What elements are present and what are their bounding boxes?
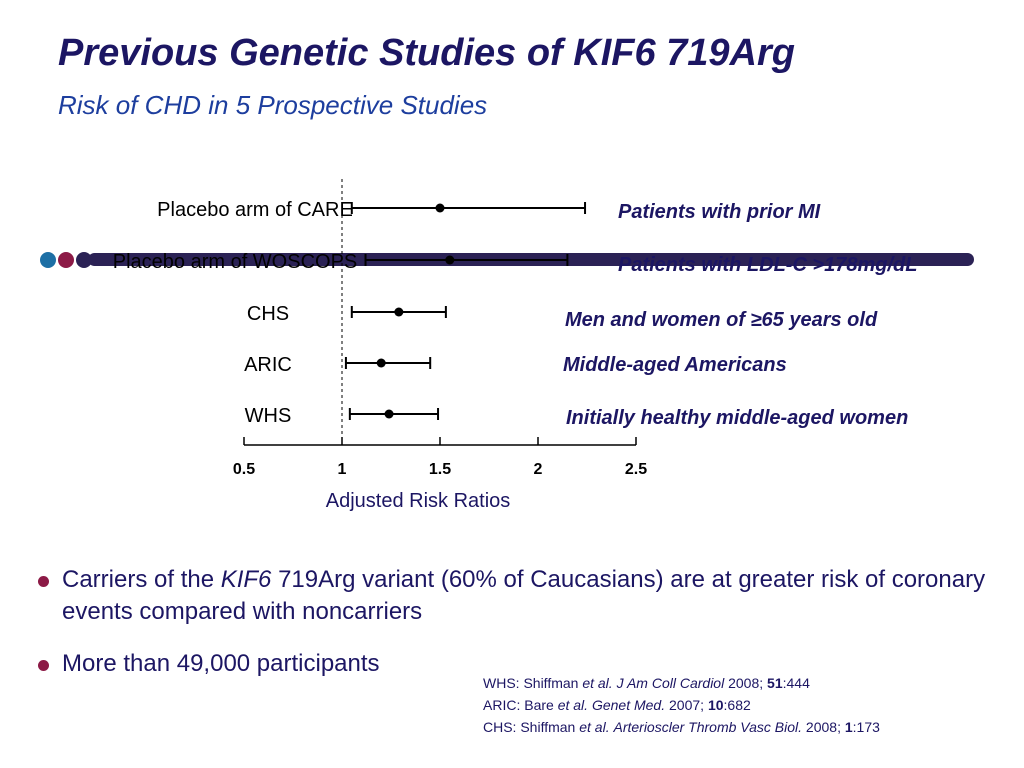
ref-pages: :682 bbox=[723, 697, 751, 713]
slide-title: Previous Genetic Studies of KIF6 719Arg bbox=[58, 32, 795, 74]
x-tick-label: 1.5 bbox=[429, 461, 451, 478]
study-annotation: Initially healthy middle-aged women bbox=[566, 407, 908, 429]
ref-volume: 51 bbox=[767, 675, 783, 691]
x-tick-label: 2 bbox=[534, 461, 543, 478]
study-label: ARIC bbox=[244, 354, 292, 376]
bullet-item: More than 49,000 participants bbox=[36, 648, 986, 680]
bullet-item: Carriers of the KIF6 719Arg variant (60%… bbox=[36, 564, 986, 628]
ref-pages: :444 bbox=[782, 675, 810, 691]
bullet-icon bbox=[38, 576, 49, 587]
ref-journal: J Am Coll Cardiol bbox=[616, 675, 725, 691]
ref-year: 2007; bbox=[665, 697, 708, 713]
point-estimate bbox=[394, 307, 404, 317]
x-axis-label: Adjusted Risk Ratios bbox=[326, 490, 511, 512]
bullet-gene-name: KIF6 bbox=[220, 566, 272, 593]
x-tick-label: 2.5 bbox=[625, 461, 647, 478]
study-label: Placebo arm of WOSCOPS bbox=[113, 251, 358, 273]
study-annotation: Middle-aged Americans bbox=[563, 354, 787, 376]
ref-journal: Arterioscler Thromb Vasc Biol. bbox=[613, 719, 803, 735]
study-label: Placebo arm of CARE bbox=[157, 199, 353, 221]
references: WHS: Shiffman et al. J Am Coll Cardiol 2… bbox=[483, 672, 880, 738]
bullet-text-end: 719Arg variant (60% of Caucasians) are a… bbox=[62, 566, 986, 625]
ref-etal: et al. bbox=[579, 719, 610, 735]
point-estimate bbox=[384, 409, 394, 419]
ref-author: CHS: Shiffman bbox=[483, 719, 580, 735]
forest-plot: Placebo arm of CARE Patients with prior M… bbox=[113, 179, 917, 512]
x-tick-label: 1 bbox=[338, 461, 347, 478]
bullet-list: Carriers of the KIF6 719Arg variant (60%… bbox=[36, 564, 986, 680]
ref-author: WHS: Shiffman bbox=[483, 675, 583, 691]
study-annotation: Patients with LDL-C >178mg/dL bbox=[618, 254, 917, 276]
reference-item: CHS: Shiffman et al. Arterioscler Thromb… bbox=[483, 716, 880, 738]
study-annotation: Men and women of ≥65 years old bbox=[565, 309, 878, 331]
ref-pages: :173 bbox=[852, 719, 880, 735]
ref-author: ARIC: Bare bbox=[483, 697, 558, 713]
point-estimate bbox=[445, 255, 455, 265]
slide-subtitle: Risk of CHD in 5 Prospective Studies bbox=[58, 90, 488, 120]
decorative-header-bar bbox=[0, 124, 1024, 268]
ref-etal: et al. bbox=[557, 697, 589, 713]
ref-volume: 1 bbox=[844, 719, 853, 735]
study-annotation: Patients with prior MI bbox=[618, 201, 821, 223]
x-tick-label: 0.5 bbox=[233, 461, 255, 478]
bullet-text-start: Carriers of the bbox=[62, 566, 221, 593]
ref-volume: 10 bbox=[707, 697, 724, 713]
bullet-icon bbox=[38, 660, 49, 671]
decorative-dot-blue bbox=[40, 252, 56, 268]
reference-item: ARIC: Bare et al. Genet Med. 2007; 10:68… bbox=[483, 694, 880, 716]
point-estimate bbox=[376, 358, 386, 368]
study-label: CHS bbox=[247, 303, 289, 325]
decorative-dot-maroon bbox=[58, 252, 74, 268]
ref-year: 2008; bbox=[802, 719, 845, 735]
ref-year: 2008; bbox=[724, 675, 768, 691]
reference-item: WHS: Shiffman et al. J Am Coll Cardiol 2… bbox=[483, 672, 880, 694]
ref-journal: Genet Med. bbox=[591, 697, 666, 713]
point-estimate bbox=[435, 203, 445, 213]
bullet-text: More than 49,000 participants bbox=[62, 650, 380, 677]
ref-etal: et al. bbox=[582, 675, 613, 691]
study-label: WHS bbox=[245, 405, 292, 427]
